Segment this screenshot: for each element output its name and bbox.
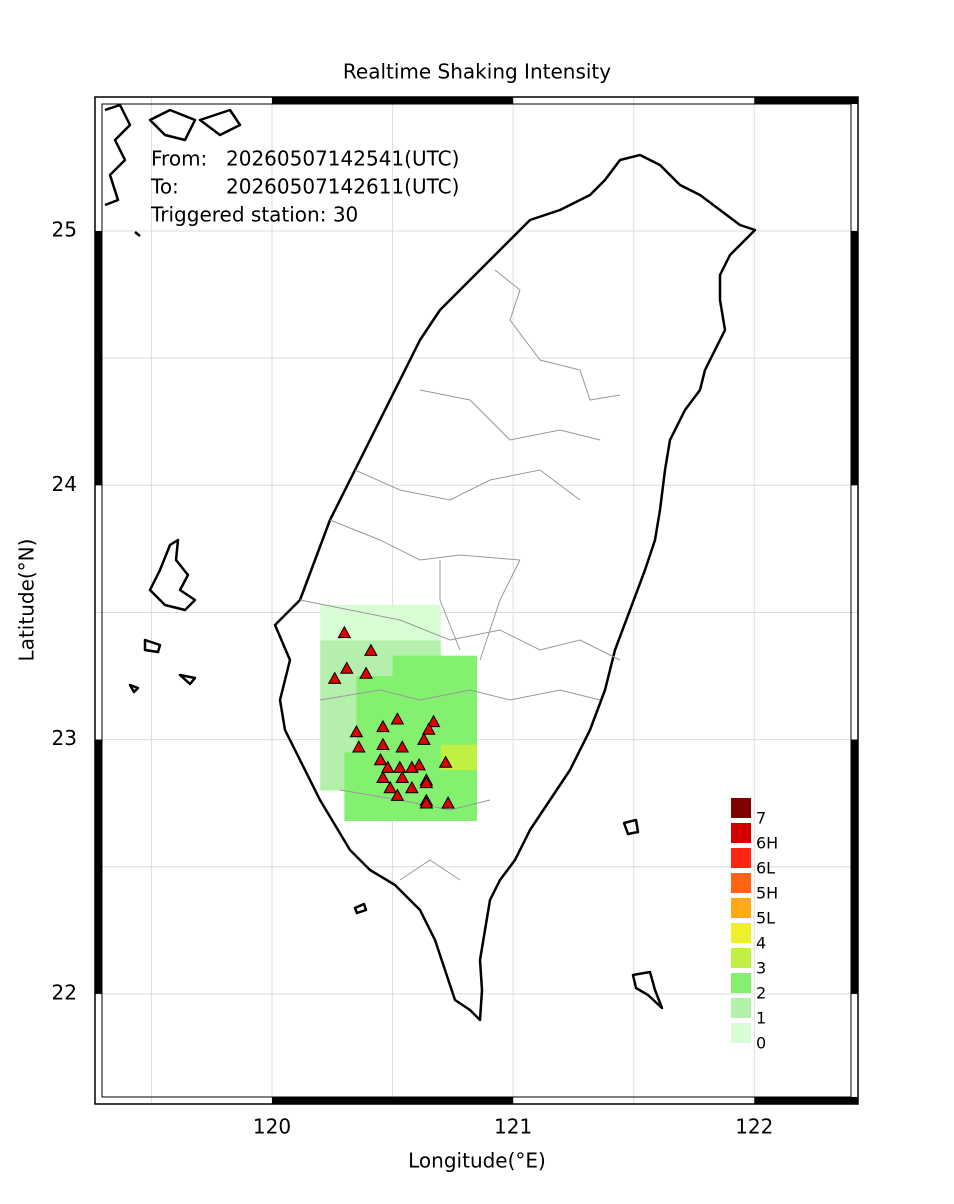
y-tick-label: 25	[52, 218, 77, 242]
frame-bar	[95, 739, 102, 994]
info-block: From: 20260507142541(UTC) To: 2026050714261…	[150, 147, 459, 227]
frame-bar	[95, 231, 102, 486]
legend-swatch	[731, 873, 751, 893]
legend-swatch	[731, 973, 751, 993]
station-marker	[390, 788, 405, 801]
legend: 7 6H 6L 5H 5L 4 3 2 1 0	[731, 798, 778, 1053]
y-tick-label: 22	[52, 980, 77, 1004]
legend-label: 0	[756, 1034, 766, 1053]
station-marker	[405, 780, 419, 794]
green-island	[622, 818, 640, 836]
frame-bar	[851, 231, 858, 486]
x-axis-label: Longitude(°E)	[408, 1149, 546, 1173]
orchid-island	[631, 970, 664, 1010]
y-tick-label: 24	[52, 472, 77, 496]
legend-label: 7	[756, 809, 766, 828]
legend-swatch	[731, 848, 751, 868]
station-marker	[327, 671, 342, 684]
legend-swatch	[731, 823, 751, 843]
x-tick-label: 122	[735, 1115, 773, 1139]
taiwan-coast	[273, 153, 757, 1022]
penghu-small	[353, 902, 368, 915]
legend-swatch	[731, 1023, 751, 1043]
frame-bar	[851, 739, 858, 994]
station-marker	[376, 719, 390, 733]
kinmen-matsu-coast	[104, 103, 242, 237]
y-axis-label: Latitude(°N)	[15, 539, 39, 662]
station-marker	[359, 666, 373, 679]
intensity-cell	[356, 676, 393, 753]
intensity-cell	[392, 655, 477, 821]
station-marker	[395, 740, 410, 753]
legend-label: 6H	[756, 834, 778, 853]
station-marker	[421, 722, 436, 735]
legend-swatch	[731, 998, 751, 1018]
station-marker	[337, 625, 352, 639]
station-marker	[364, 643, 378, 656]
station-marker	[376, 737, 390, 750]
chart-title: Realtime Shaking Intensity	[343, 60, 611, 84]
station-marker	[441, 796, 455, 809]
station-marker	[417, 732, 431, 745]
station-marker	[419, 796, 434, 809]
legend-label: 3	[756, 959, 766, 978]
legend-swatch	[731, 798, 751, 818]
frame-bar	[754, 97, 858, 104]
info-value: 20260507142541(UTC)	[226, 147, 459, 171]
legend-label: 2	[756, 984, 766, 1003]
info-label: To:	[150, 175, 179, 199]
station-marker	[392, 760, 407, 773]
station-marker	[395, 770, 410, 784]
station-marker	[426, 714, 441, 728]
x-tick-label: 121	[494, 1115, 532, 1139]
frame-bar	[272, 1097, 514, 1104]
info-value: 20260507142611(UTC)	[226, 175, 459, 199]
station-marker	[380, 760, 395, 773]
legend-label: 5L	[756, 909, 775, 928]
station-marker	[376, 770, 390, 784]
info-label: From:	[151, 147, 207, 171]
station-marker	[412, 757, 426, 771]
station-marker	[373, 752, 388, 766]
station-marker	[383, 780, 398, 794]
y-tick-label: 23	[52, 726, 77, 750]
station-marker	[405, 760, 419, 773]
station-marker	[349, 724, 364, 738]
x-tick-label: 120	[253, 1115, 291, 1139]
legend-label: 1	[756, 1009, 766, 1028]
legend-label: 4	[756, 934, 766, 953]
station-marker	[339, 661, 354, 674]
stations	[327, 625, 455, 809]
intensity-cell	[320, 604, 441, 641]
legend-swatch	[731, 948, 751, 968]
legend-swatch	[731, 898, 751, 918]
station-marker	[438, 755, 453, 768]
penghu-islands	[128, 538, 197, 694]
station-marker	[351, 740, 366, 753]
legend-swatch	[731, 923, 751, 943]
legend-label: 6L	[756, 859, 775, 878]
frame-bar	[272, 97, 514, 104]
coastline	[104, 103, 757, 1022]
station-marker	[419, 775, 434, 789]
frame-bar	[754, 1097, 858, 1104]
info-label: Triggered station: 30	[150, 203, 358, 227]
legend-label: 5H	[756, 884, 778, 903]
station-marker	[390, 712, 405, 725]
